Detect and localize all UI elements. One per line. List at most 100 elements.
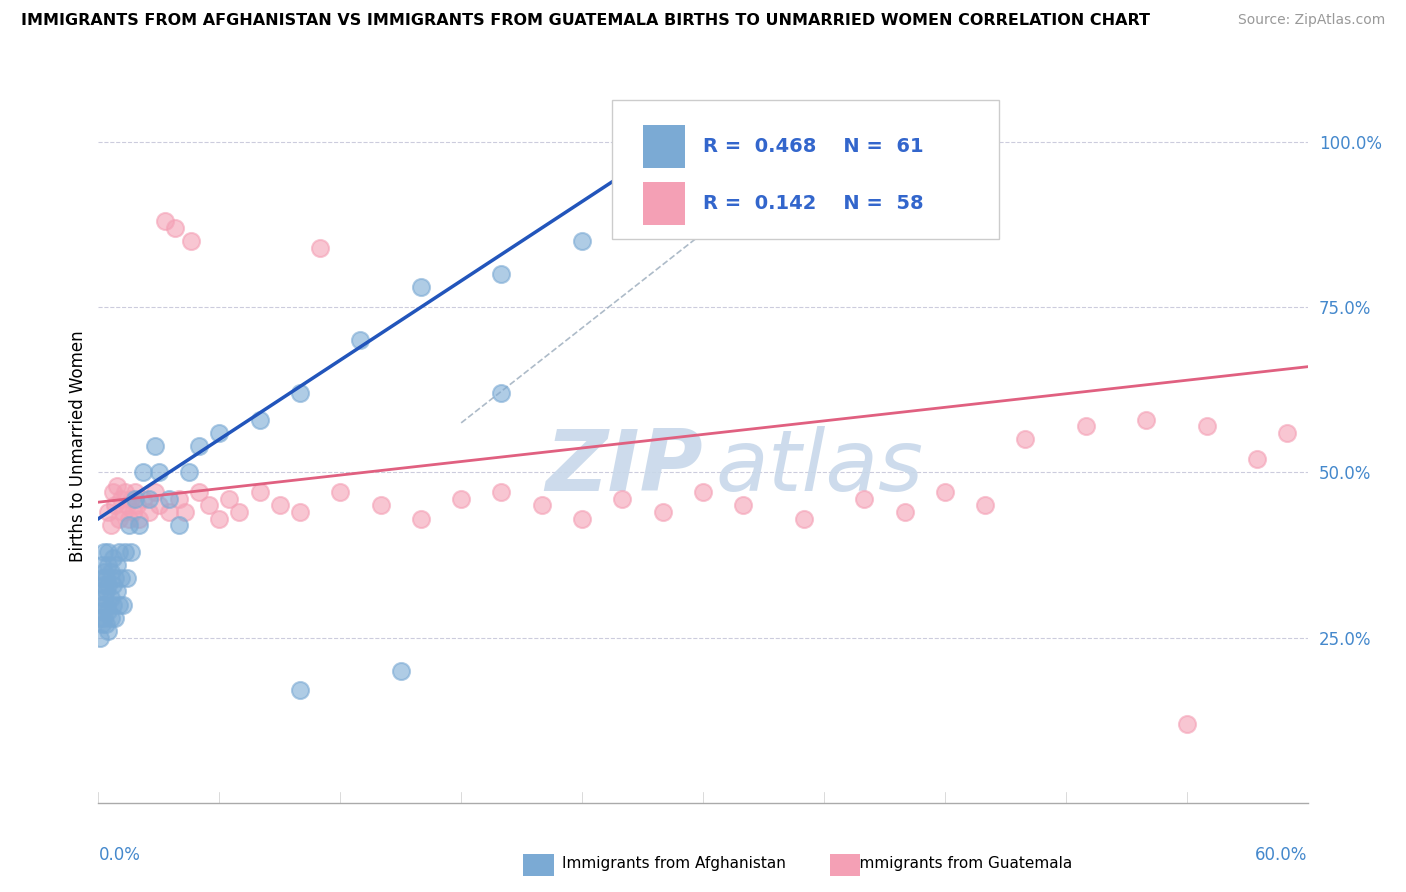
Point	[177, 466, 201, 480]
Point	[101, 598, 124, 612]
Point	[118, 511, 141, 525]
Point	[97, 545, 120, 559]
Point	[143, 485, 166, 500]
Point	[96, 584, 118, 599]
Point	[91, 598, 114, 612]
Text: 0.0%: 0.0%	[98, 846, 141, 863]
Point	[101, 578, 124, 592]
Point	[120, 545, 142, 559]
Point	[349, 333, 371, 347]
Point	[103, 571, 125, 585]
Point	[100, 518, 122, 533]
Point	[163, 221, 186, 235]
Point	[208, 511, 231, 525]
Point	[110, 491, 132, 506]
Point	[93, 565, 115, 579]
Point	[115, 571, 138, 585]
Text: Source: ZipAtlas.com: Source: ZipAtlas.com	[1237, 13, 1385, 28]
Point	[269, 499, 291, 513]
Point	[491, 267, 513, 281]
Point	[793, 511, 815, 525]
Point	[157, 491, 180, 506]
Point	[132, 491, 155, 506]
Point	[100, 611, 122, 625]
Bar	[643, 182, 685, 225]
Point	[198, 499, 221, 513]
Text: ZIP: ZIP	[546, 425, 703, 509]
Point	[491, 386, 513, 401]
Point	[124, 491, 146, 506]
Point	[288, 386, 311, 401]
Point	[114, 485, 136, 500]
Point	[1175, 716, 1198, 731]
Point	[450, 491, 472, 506]
Point	[97, 578, 120, 592]
Point	[167, 491, 190, 506]
Point	[148, 466, 170, 480]
Point	[389, 664, 412, 678]
Point	[491, 485, 513, 500]
Point	[111, 505, 134, 519]
Point	[103, 611, 125, 625]
FancyBboxPatch shape	[612, 100, 1000, 239]
Point	[1277, 425, 1299, 440]
Text: R =  0.468    N =  61: R = 0.468 N = 61	[703, 136, 924, 156]
Point	[138, 491, 160, 506]
Point	[612, 491, 634, 506]
Point	[100, 591, 122, 605]
Point	[93, 545, 115, 559]
Point	[97, 505, 120, 519]
Point	[101, 485, 124, 500]
Point	[124, 485, 146, 500]
Point	[1135, 412, 1157, 426]
Point	[733, 499, 755, 513]
Point	[288, 683, 311, 698]
Bar	[643, 125, 685, 168]
Point	[208, 425, 231, 440]
Point	[89, 584, 111, 599]
Point	[409, 511, 432, 525]
Point	[249, 412, 271, 426]
Point	[115, 499, 138, 513]
Point	[107, 598, 129, 612]
Point	[114, 545, 136, 559]
Point	[174, 505, 197, 519]
Text: Immigrants from Guatemala: Immigrants from Guatemala	[855, 856, 1073, 871]
Point	[571, 511, 593, 525]
Point	[1014, 433, 1036, 447]
Point	[143, 439, 166, 453]
Point	[370, 499, 392, 513]
Y-axis label: Births to Unmarried Women: Births to Unmarried Women	[69, 330, 87, 562]
Point	[100, 565, 122, 579]
Text: IMMIGRANTS FROM AFGHANISTAN VS IMMIGRANTS FROM GUATEMALA BIRTHS TO UNMARRIED WOM: IMMIGRANTS FROM AFGHANISTAN VS IMMIGRANT…	[21, 13, 1150, 29]
Point	[853, 491, 876, 506]
Point	[128, 511, 150, 525]
Point	[329, 485, 352, 500]
Point	[188, 485, 211, 500]
Point	[651, 505, 673, 519]
Point	[121, 505, 143, 519]
Point	[91, 558, 114, 572]
Text: Immigrants from Afghanistan: Immigrants from Afghanistan	[562, 856, 786, 871]
Point	[974, 499, 997, 513]
Point	[631, 154, 654, 169]
Point	[409, 280, 432, 294]
Point	[111, 598, 134, 612]
Point	[105, 584, 128, 599]
Point	[167, 518, 190, 533]
Point	[249, 485, 271, 500]
Point	[96, 598, 118, 612]
Point	[309, 241, 332, 255]
Point	[228, 505, 250, 519]
Point	[530, 499, 553, 513]
Point	[97, 604, 120, 618]
Point	[105, 558, 128, 572]
Point	[1195, 419, 1218, 434]
Point	[96, 617, 118, 632]
Point	[110, 571, 132, 585]
Point	[93, 611, 115, 625]
Point	[157, 505, 180, 519]
Point	[120, 491, 142, 506]
Point	[93, 578, 115, 592]
Point	[89, 631, 111, 645]
